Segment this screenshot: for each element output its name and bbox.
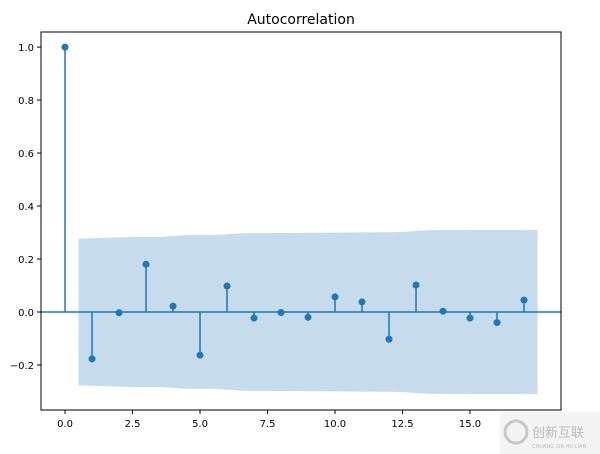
y-tick-label: −0.2: [10, 361, 34, 372]
svg-text:CHUANG XIN HU LIAN: CHUANG XIN HU LIAN: [532, 444, 586, 450]
y-tick-label: 0.0: [18, 308, 34, 319]
y-tick-label: 0.6: [18, 149, 34, 160]
stem-marker: [358, 298, 366, 306]
y-tick-label: 0.4: [18, 202, 34, 213]
stem-marker: [466, 314, 474, 322]
stem-marker: [331, 293, 339, 301]
x-tick-label: 0.0: [57, 419, 73, 430]
stem-marker: [61, 43, 69, 51]
y-tick-label: 1.0: [18, 43, 34, 54]
stem-marker: [88, 355, 96, 363]
stem-marker: [520, 296, 528, 304]
stem-marker: [277, 309, 285, 317]
x-tick-label: 2.5: [125, 419, 141, 430]
x-tick-label: 7.5: [260, 419, 276, 430]
stem-marker: [385, 335, 393, 343]
stem-marker: [169, 302, 177, 310]
axes-frame: [40, 31, 562, 411]
stem-marker: [304, 313, 312, 321]
stem-marker: [223, 282, 231, 290]
y-tick-label: 0.8: [18, 96, 34, 107]
svg-text:创新互联: 创新互联: [532, 425, 584, 441]
watermark-logo: 创新互联 CHUANG XIN HU LIAN: [500, 412, 600, 454]
plot-area: 0.0 2.5 5.0 7.5 10.0 12.5 15.0 −0.2 0.0 0.2 0.4 0.6…: [10, 31, 562, 430]
y-tick-label: 0.2: [18, 255, 34, 266]
stem-marker: [142, 260, 150, 268]
x-tick-label: 12.5: [391, 419, 413, 430]
stem-marker: [412, 281, 420, 289]
x-tick-label: 10.0: [324, 419, 346, 430]
x-tick-label: 15.0: [459, 419, 481, 430]
chart-title: Autocorrelation: [247, 12, 355, 28]
stem-marker: [439, 307, 447, 315]
stem-marker: [196, 351, 204, 359]
stem-marker: [250, 314, 258, 322]
stem-marker: [493, 319, 501, 327]
stem-marker: [115, 309, 123, 317]
x-tick-label: 5.0: [192, 419, 208, 430]
